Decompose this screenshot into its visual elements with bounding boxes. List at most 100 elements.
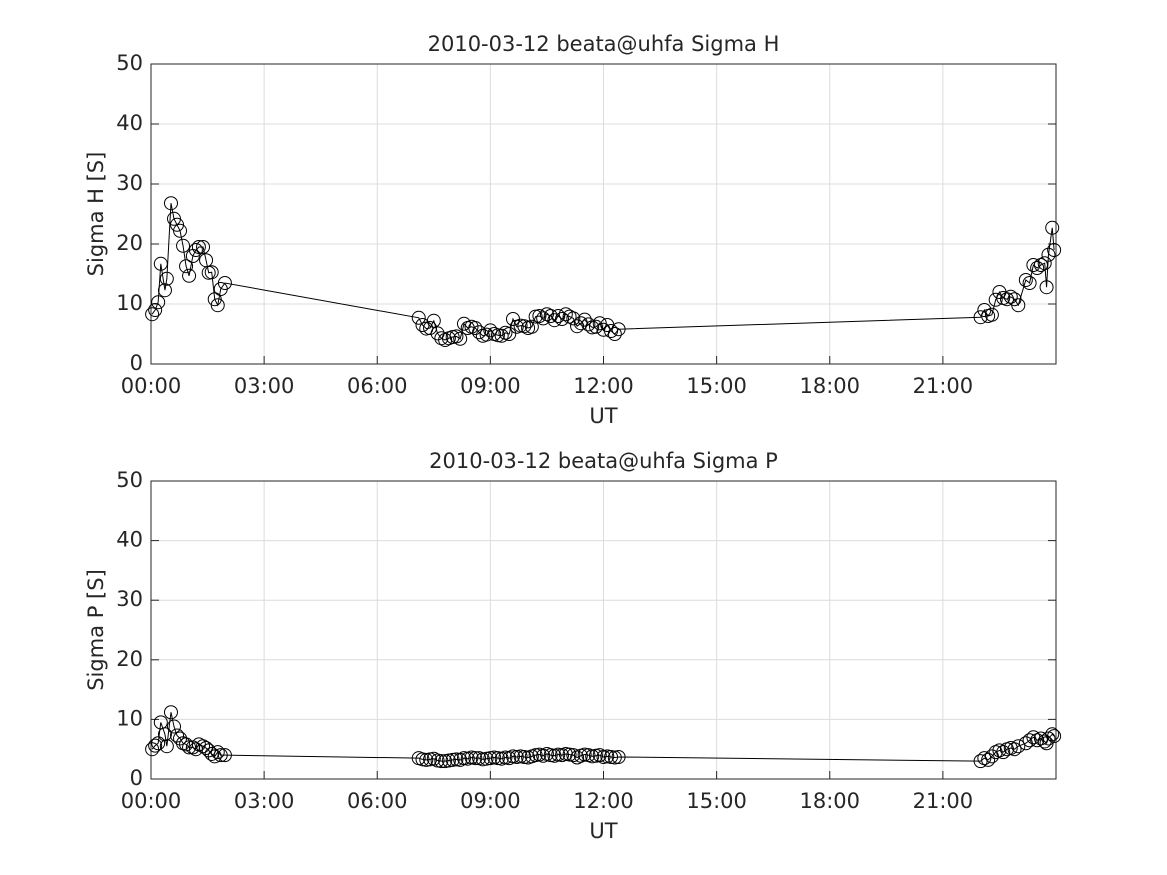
marker xyxy=(163,196,178,211)
marker xyxy=(509,749,524,764)
marker xyxy=(411,310,426,325)
x-tick-label: 03:00 xyxy=(234,789,295,813)
marker xyxy=(1041,247,1056,262)
marker xyxy=(607,750,622,765)
marker xyxy=(506,749,520,764)
marker xyxy=(532,309,547,323)
marker xyxy=(204,265,219,280)
marker xyxy=(483,751,498,766)
marker xyxy=(543,748,558,763)
marker xyxy=(585,320,600,335)
x-tick-label: 15:00 xyxy=(686,789,747,813)
marker xyxy=(585,749,600,764)
y-tick-label: 0 xyxy=(130,766,143,790)
marker xyxy=(1003,289,1018,304)
marker xyxy=(213,748,228,763)
marker xyxy=(196,240,211,254)
x-tick-label: 12:00 xyxy=(573,789,634,813)
marker xyxy=(528,748,543,763)
x-tick-label: 21:00 xyxy=(913,374,974,398)
marker xyxy=(1045,727,1060,742)
x-axis-label: UT xyxy=(589,404,617,428)
y-tick-label: 20 xyxy=(116,231,143,255)
marker xyxy=(472,325,487,340)
marker xyxy=(1030,261,1045,275)
marker xyxy=(217,276,232,290)
marker xyxy=(210,745,225,760)
y-tick-label: 10 xyxy=(116,706,143,730)
marker xyxy=(566,311,581,326)
marker xyxy=(1007,742,1022,757)
marker xyxy=(588,748,603,763)
marker xyxy=(151,736,166,751)
marker xyxy=(528,309,543,324)
marker xyxy=(1018,273,1033,287)
marker xyxy=(188,243,203,257)
marker xyxy=(1022,733,1037,748)
marker xyxy=(479,751,494,766)
marker xyxy=(562,747,577,762)
y-tick-label: 10 xyxy=(116,291,143,315)
marker xyxy=(159,271,174,286)
marker xyxy=(449,329,464,344)
marker xyxy=(1011,739,1026,754)
y-tick-label: 40 xyxy=(116,111,143,135)
marker xyxy=(600,749,615,764)
y-tick-label: 40 xyxy=(116,528,143,552)
marker xyxy=(577,747,592,762)
chart-title: 2010-03-12 beata@uhfa Sigma H xyxy=(428,32,780,56)
marker xyxy=(490,328,505,343)
marker xyxy=(456,751,471,766)
chart-title: 2010-03-12 beata@uhfa Sigma P xyxy=(429,449,778,473)
marker xyxy=(1037,256,1052,271)
marker xyxy=(607,327,622,341)
marker xyxy=(1011,298,1026,313)
marker xyxy=(475,752,490,767)
marker xyxy=(191,240,206,254)
marker xyxy=(494,328,509,343)
x-tick-label: 06:00 xyxy=(347,789,408,813)
marker xyxy=(1039,280,1054,295)
marker xyxy=(464,750,479,765)
marker xyxy=(592,316,607,331)
marker xyxy=(611,322,626,337)
marker xyxy=(543,309,558,323)
marker xyxy=(988,292,1003,307)
subplot: 00:00 03:00 06:00 09:00 12:00 15:00 18:00 21:00… xyxy=(84,449,1062,843)
marker xyxy=(159,739,174,754)
marker xyxy=(207,749,222,764)
x-tick-label: 00:00 xyxy=(121,789,182,813)
marker xyxy=(179,259,194,274)
marker xyxy=(981,752,996,767)
y-tick-label: 50 xyxy=(116,51,143,75)
marker xyxy=(487,750,502,765)
y-tick-label: 30 xyxy=(116,171,143,195)
marker xyxy=(468,751,483,766)
marker xyxy=(1045,220,1060,235)
marker xyxy=(426,313,441,328)
marker xyxy=(524,319,539,334)
marker xyxy=(449,752,464,767)
x-tick-label: 18:00 xyxy=(799,789,860,813)
marker xyxy=(423,752,438,767)
marker xyxy=(577,312,592,327)
x-tick-label: 06:00 xyxy=(347,374,408,398)
marker xyxy=(182,268,197,283)
marker xyxy=(973,310,988,325)
marker xyxy=(479,327,494,342)
y-tick-label: 20 xyxy=(116,647,143,671)
x-tick-label: 09:00 xyxy=(460,374,521,398)
marker xyxy=(157,727,172,742)
marker xyxy=(148,738,163,753)
marker xyxy=(445,330,460,344)
marker xyxy=(157,283,172,298)
marker xyxy=(611,749,626,764)
marker xyxy=(555,312,570,326)
marker xyxy=(984,307,999,322)
x-tick-label: 09:00 xyxy=(460,789,521,813)
marker xyxy=(588,319,603,334)
marker xyxy=(517,749,532,764)
y-axis-label: Sigma H [S] xyxy=(84,152,108,277)
marker xyxy=(536,311,551,326)
